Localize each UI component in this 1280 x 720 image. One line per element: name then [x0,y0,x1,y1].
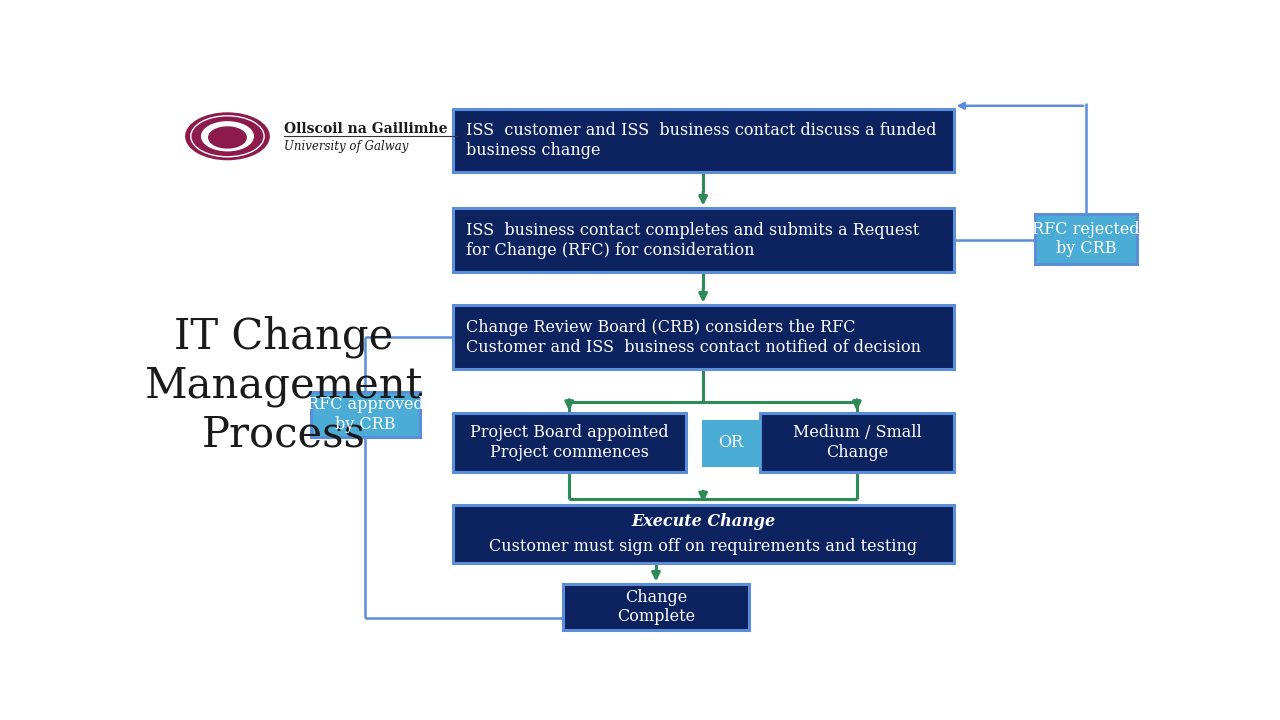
Text: OR: OR [718,434,744,451]
Text: ISS  customer and ISS  business contact discuss a funded
business change: ISS customer and ISS business contact di… [466,122,936,158]
Text: IT Change
Management
Process: IT Change Management Process [145,315,424,456]
Text: RFC approved
by CRB: RFC approved by CRB [307,396,424,433]
Text: Customer must sign off on requirements and testing: Customer must sign off on requirements a… [489,538,918,555]
Text: Medium / Small
Change: Medium / Small Change [792,424,922,461]
Circle shape [202,122,253,150]
Text: Ollscoil na Gaillimhe: Ollscoil na Gaillimhe [284,122,448,135]
FancyBboxPatch shape [453,413,686,472]
Text: University of Galway: University of Galway [284,140,408,153]
Text: ISS  business contact completes and submits a Request
for Change (RFC) for consi: ISS business contact completes and submi… [466,222,919,258]
FancyBboxPatch shape [703,421,759,464]
Text: RFC rejected
by CRB: RFC rejected by CRB [1032,220,1140,257]
FancyBboxPatch shape [563,584,749,630]
FancyBboxPatch shape [453,305,954,369]
Circle shape [186,113,269,160]
Text: Project Board appointed
Project commences: Project Board appointed Project commence… [470,424,668,461]
FancyBboxPatch shape [453,208,954,272]
FancyBboxPatch shape [760,413,954,472]
FancyBboxPatch shape [453,505,954,563]
FancyBboxPatch shape [1036,214,1137,264]
Text: Change
Complete: Change Complete [617,589,695,625]
FancyBboxPatch shape [311,392,420,437]
Text: Change Review Board (CRB) considers the RFC
Customer and ISS  business contact n: Change Review Board (CRB) considers the … [466,319,920,356]
Circle shape [209,127,246,148]
Text: Execute Change: Execute Change [631,513,776,531]
FancyBboxPatch shape [453,109,954,172]
